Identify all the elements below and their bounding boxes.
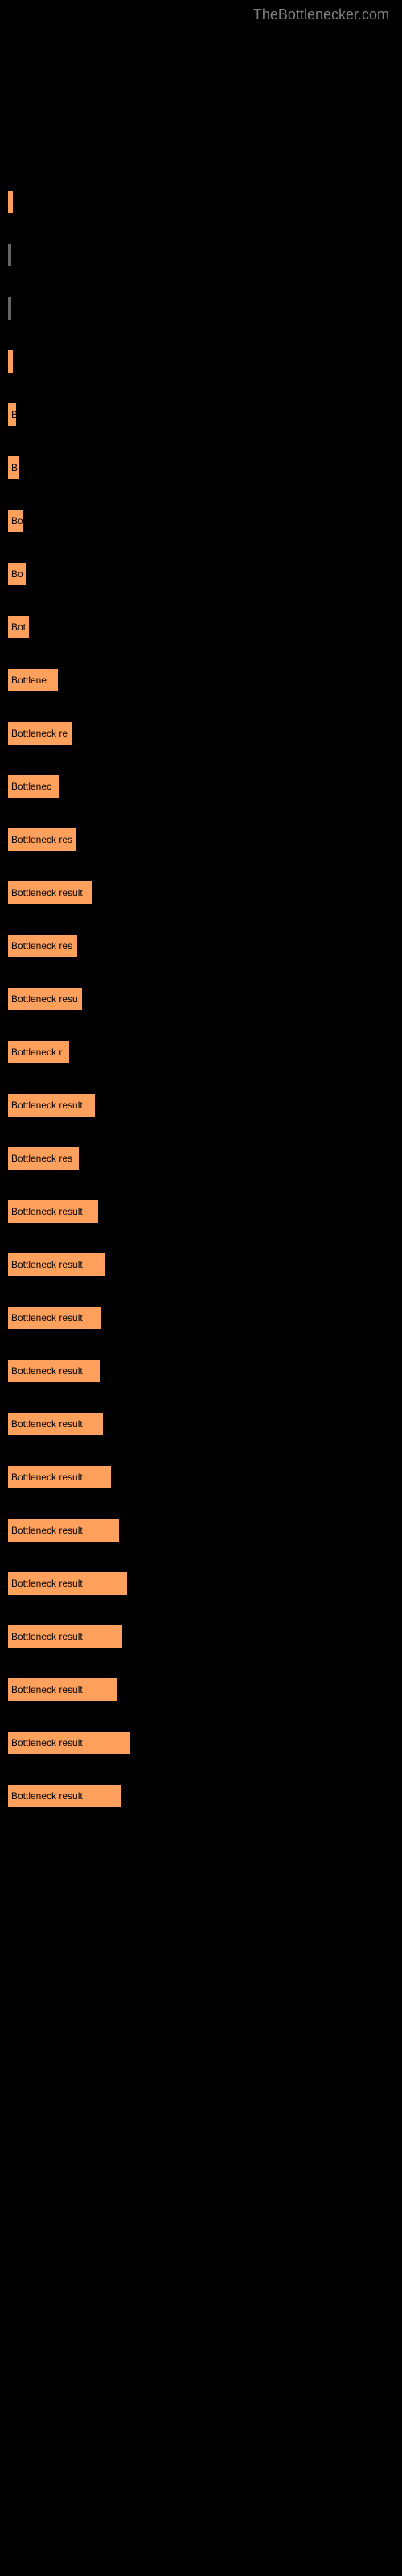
bar-label: B	[11, 409, 18, 420]
bar	[8, 350, 13, 373]
bar-row	[8, 191, 394, 213]
bar-row: Bottleneck result	[8, 1360, 394, 1382]
bar-label: Bottleneck result	[11, 1259, 83, 1270]
bar-label: Bottleneck result	[11, 1312, 83, 1323]
bar-label: Bottleneck result	[11, 1206, 83, 1217]
bar	[8, 191, 13, 213]
bar-row: Bottleneck result	[8, 1466, 394, 1488]
bar-label: Bottleneck res	[11, 1153, 72, 1164]
bar-row: Bottleneck result	[8, 1253, 394, 1276]
bar-row: Bottleneck r	[8, 1041, 394, 1063]
bar-label: Bottlenec	[11, 781, 51, 792]
bar-row: Bottleneck result	[8, 1625, 394, 1648]
bar-label: Bottleneck result	[11, 1525, 83, 1536]
bar-row: Bo	[8, 563, 394, 585]
bar	[8, 297, 11, 320]
bar-row: Bottleneck result	[8, 1678, 394, 1701]
bar-label: Bo	[11, 515, 23, 526]
bar-label: Bottleneck res	[11, 834, 72, 845]
bar-row: Bottleneck result	[8, 1413, 394, 1435]
bar-label: Bot	[11, 621, 26, 633]
bar-label: Bottleneck r	[11, 1046, 62, 1058]
bar-label: Bottleneck res	[11, 940, 72, 952]
bar-row: Bottleneck result	[8, 1094, 394, 1117]
bar-row: B	[8, 403, 394, 426]
bar-row: Bottleneck res	[8, 935, 394, 957]
bar-label: Bottleneck resu	[11, 993, 78, 1005]
bar-chart: B B Bo Bo Bot Bottlene Bottleneck re Bottlenec B…	[0, 30, 402, 1870]
bar-label: Bottleneck result	[11, 1631, 83, 1642]
bar-row: Bottleneck result	[8, 1572, 394, 1595]
bar-label: Bottlene	[11, 675, 47, 686]
bar-label: Bottleneck result	[11, 1472, 83, 1483]
bar-label: Bottleneck re	[11, 728, 68, 739]
bar-row	[8, 350, 394, 373]
bar-label: Bottleneck result	[11, 1790, 83, 1802]
bar-label: Bottleneck result	[11, 1737, 83, 1748]
bar-label: B	[11, 462, 18, 473]
bar-label: Bottleneck result	[11, 1418, 83, 1430]
bar-row: Bo	[8, 510, 394, 532]
bar-label: Bottleneck result	[11, 887, 83, 898]
page-header: TheBottlenecker.com	[0, 0, 402, 30]
bar-row: Bottleneck result	[8, 1307, 394, 1329]
bar-row: Bottleneck result	[8, 1519, 394, 1542]
bar-row: Bottleneck result	[8, 1200, 394, 1223]
bar	[8, 244, 11, 266]
bar-row: Bot	[8, 616, 394, 638]
bar-row	[8, 244, 394, 266]
bar-label: Bottleneck result	[11, 1100, 83, 1111]
bar-label: Bo	[11, 568, 23, 580]
bar-row: B	[8, 456, 394, 479]
bar-row: Bottleneck result	[8, 1732, 394, 1754]
bar-row: Bottlenec	[8, 775, 394, 798]
site-name: TheBottlenecker.com	[253, 6, 389, 23]
bar-row: Bottleneck re	[8, 722, 394, 745]
bar-row: Bottleneck result	[8, 1785, 394, 1807]
bar-row: Bottlene	[8, 669, 394, 691]
bar-row: Bottleneck res	[8, 828, 394, 851]
bar-row: Bottleneck resu	[8, 988, 394, 1010]
bar-row: Bottleneck result	[8, 881, 394, 904]
bar-label: Bottleneck result	[11, 1365, 83, 1377]
bar-label: Bottleneck result	[11, 1684, 83, 1695]
bar-label: Bottleneck result	[11, 1578, 83, 1589]
bar-row: Bottleneck res	[8, 1147, 394, 1170]
bar-row	[8, 297, 394, 320]
